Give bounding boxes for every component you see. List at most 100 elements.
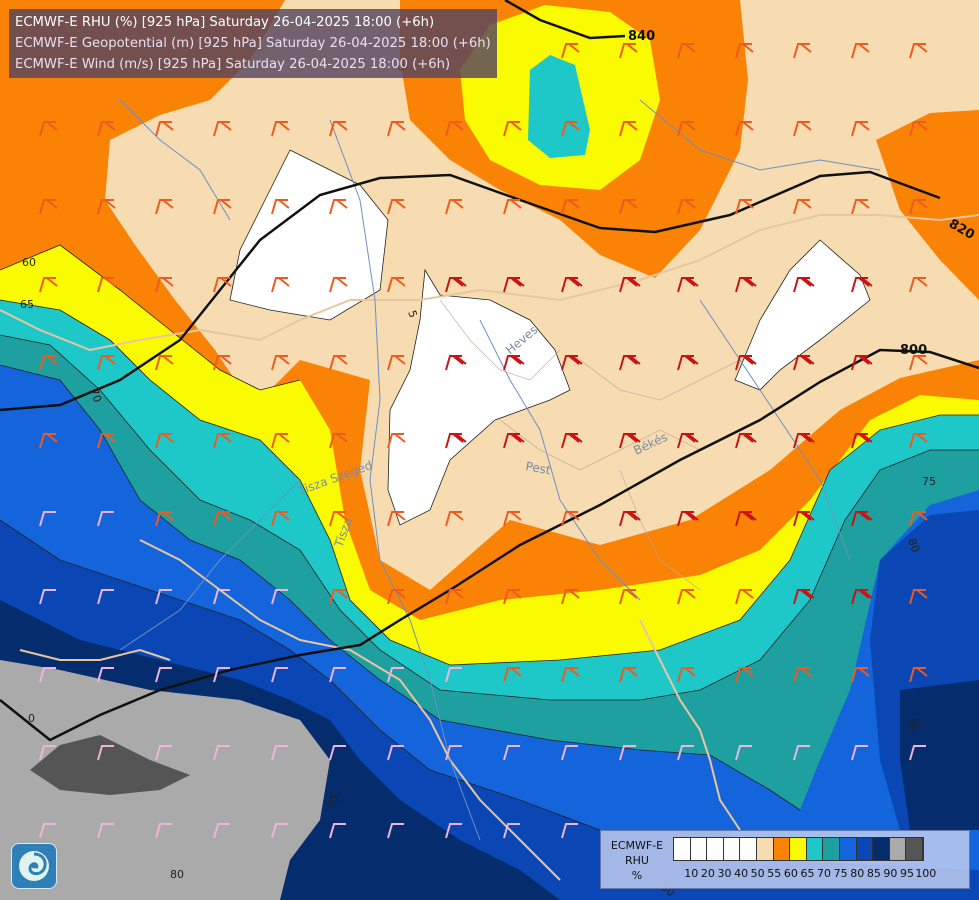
- wind-barb: [387, 277, 406, 293]
- wind-barb: [561, 667, 580, 683]
- legend-title: ECMWF-E RHU %: [607, 838, 667, 883]
- wind-barb: [735, 43, 754, 59]
- legend-tick: 60: [783, 867, 798, 880]
- wind-barb: [503, 433, 525, 449]
- legend-swatch: [889, 838, 907, 860]
- legend-tick: 70: [817, 867, 832, 880]
- legend-swatch: [856, 838, 874, 860]
- legend-swatch: [756, 838, 774, 860]
- legend-tick: 40: [734, 867, 749, 880]
- wind-barb: [387, 745, 404, 761]
- wind-barb: [271, 199, 290, 215]
- legend-tick: 50: [750, 867, 765, 880]
- wind-barb: [329, 199, 348, 215]
- wind-barb: [561, 511, 580, 527]
- wind-barb: [213, 433, 232, 449]
- wind-barb: [677, 199, 696, 215]
- wind-barb: [155, 355, 174, 371]
- wind-barb: [909, 121, 928, 137]
- wind-barb: [793, 121, 812, 137]
- legend-swatch: [823, 838, 840, 860]
- wind-barb: [909, 667, 928, 683]
- wind-barb: [97, 511, 114, 527]
- rh-contour-lines: [0, 244, 979, 831]
- wind-barb: [39, 199, 58, 215]
- wind-barb: [329, 355, 348, 371]
- wind-barb: [503, 121, 522, 137]
- country-borders: [0, 214, 979, 881]
- wind-barb: [793, 277, 815, 293]
- wind-barb: [97, 589, 114, 605]
- legend-tick: 100: [915, 867, 937, 880]
- wind-barb: [909, 277, 928, 293]
- wind-barbs: [39, 43, 928, 839]
- wind-barb: [909, 589, 928, 605]
- wind-barb: [503, 823, 520, 839]
- wind-barb: [735, 199, 754, 215]
- wind-barb: [503, 667, 522, 683]
- wind-barb: [503, 355, 525, 371]
- wind-barb: [329, 745, 346, 761]
- rh-label: 75: [922, 475, 936, 488]
- wind-barb: [155, 667, 172, 683]
- legend-swatch: [806, 838, 824, 860]
- wind-barb: [735, 433, 757, 449]
- wind-barb: [39, 433, 58, 449]
- wind-barb: [155, 277, 174, 293]
- wind-barb: [909, 199, 928, 215]
- wind-barb: [735, 121, 754, 137]
- wind-barb: [329, 511, 348, 527]
- wind-barb: [909, 745, 926, 761]
- wind-barb: [97, 277, 116, 293]
- wind-barb: [329, 823, 346, 839]
- wind-barb: [387, 355, 406, 371]
- legend-ticks: 10 20 30 40 50 55 60 65 70 75 80 85 90 95 100: [683, 867, 937, 880]
- wind-barb: [155, 745, 172, 761]
- legend-tick: 55: [767, 867, 782, 880]
- wind-barb: [213, 355, 232, 371]
- legend-tick: 90: [883, 867, 898, 880]
- wind-barb: [851, 277, 873, 293]
- wind-barb: [619, 43, 638, 59]
- wind-barb: [271, 277, 290, 293]
- rh-label: 5: [405, 309, 420, 320]
- wind-barb: [561, 43, 580, 59]
- wind-barb: [271, 355, 290, 371]
- wind-barb: [735, 589, 754, 605]
- rh-label: 85: [907, 716, 925, 733]
- legend-tick: 30: [717, 867, 732, 880]
- legend-tick: 75: [833, 867, 848, 880]
- wind-barb: [561, 823, 578, 839]
- wind-barb: [619, 277, 641, 293]
- wind-barb: [851, 433, 873, 449]
- legend-swatch: [773, 838, 791, 860]
- wind-barb: [445, 277, 467, 293]
- wind-barb: [793, 433, 815, 449]
- wind-barb: [213, 667, 230, 683]
- rh-65-70-area-n: [528, 55, 590, 158]
- wind-barb: [851, 667, 870, 683]
- map-title-box: ECMWF-E RHU (%) [925 hPa] Saturday 26-04…: [9, 9, 497, 78]
- wind-barb: [329, 277, 348, 293]
- rh-below-50-zone-2: [387, 268, 571, 526]
- legend-tick: 10: [684, 867, 699, 880]
- wind-barb: [213, 199, 232, 215]
- wind-barb: [619, 199, 638, 215]
- wind-barb: [329, 589, 348, 605]
- rh-55-60-area-e: [876, 110, 979, 300]
- legend-tick: 85: [866, 867, 881, 880]
- wind-barb: [329, 433, 348, 449]
- wind-barb: [735, 355, 757, 371]
- wind-barb: [445, 121, 464, 137]
- wind-barb: [503, 277, 525, 293]
- wind-barb: [677, 355, 699, 371]
- wind-barb: [619, 667, 638, 683]
- wind-barb: [503, 589, 522, 605]
- legend-model: ECMWF-E: [610, 839, 664, 852]
- legend-swatch: [674, 838, 691, 860]
- legend-swatch: [873, 838, 890, 860]
- wind-barb: [271, 745, 288, 761]
- wind-barb: [387, 823, 404, 839]
- wind-barb: [97, 121, 116, 137]
